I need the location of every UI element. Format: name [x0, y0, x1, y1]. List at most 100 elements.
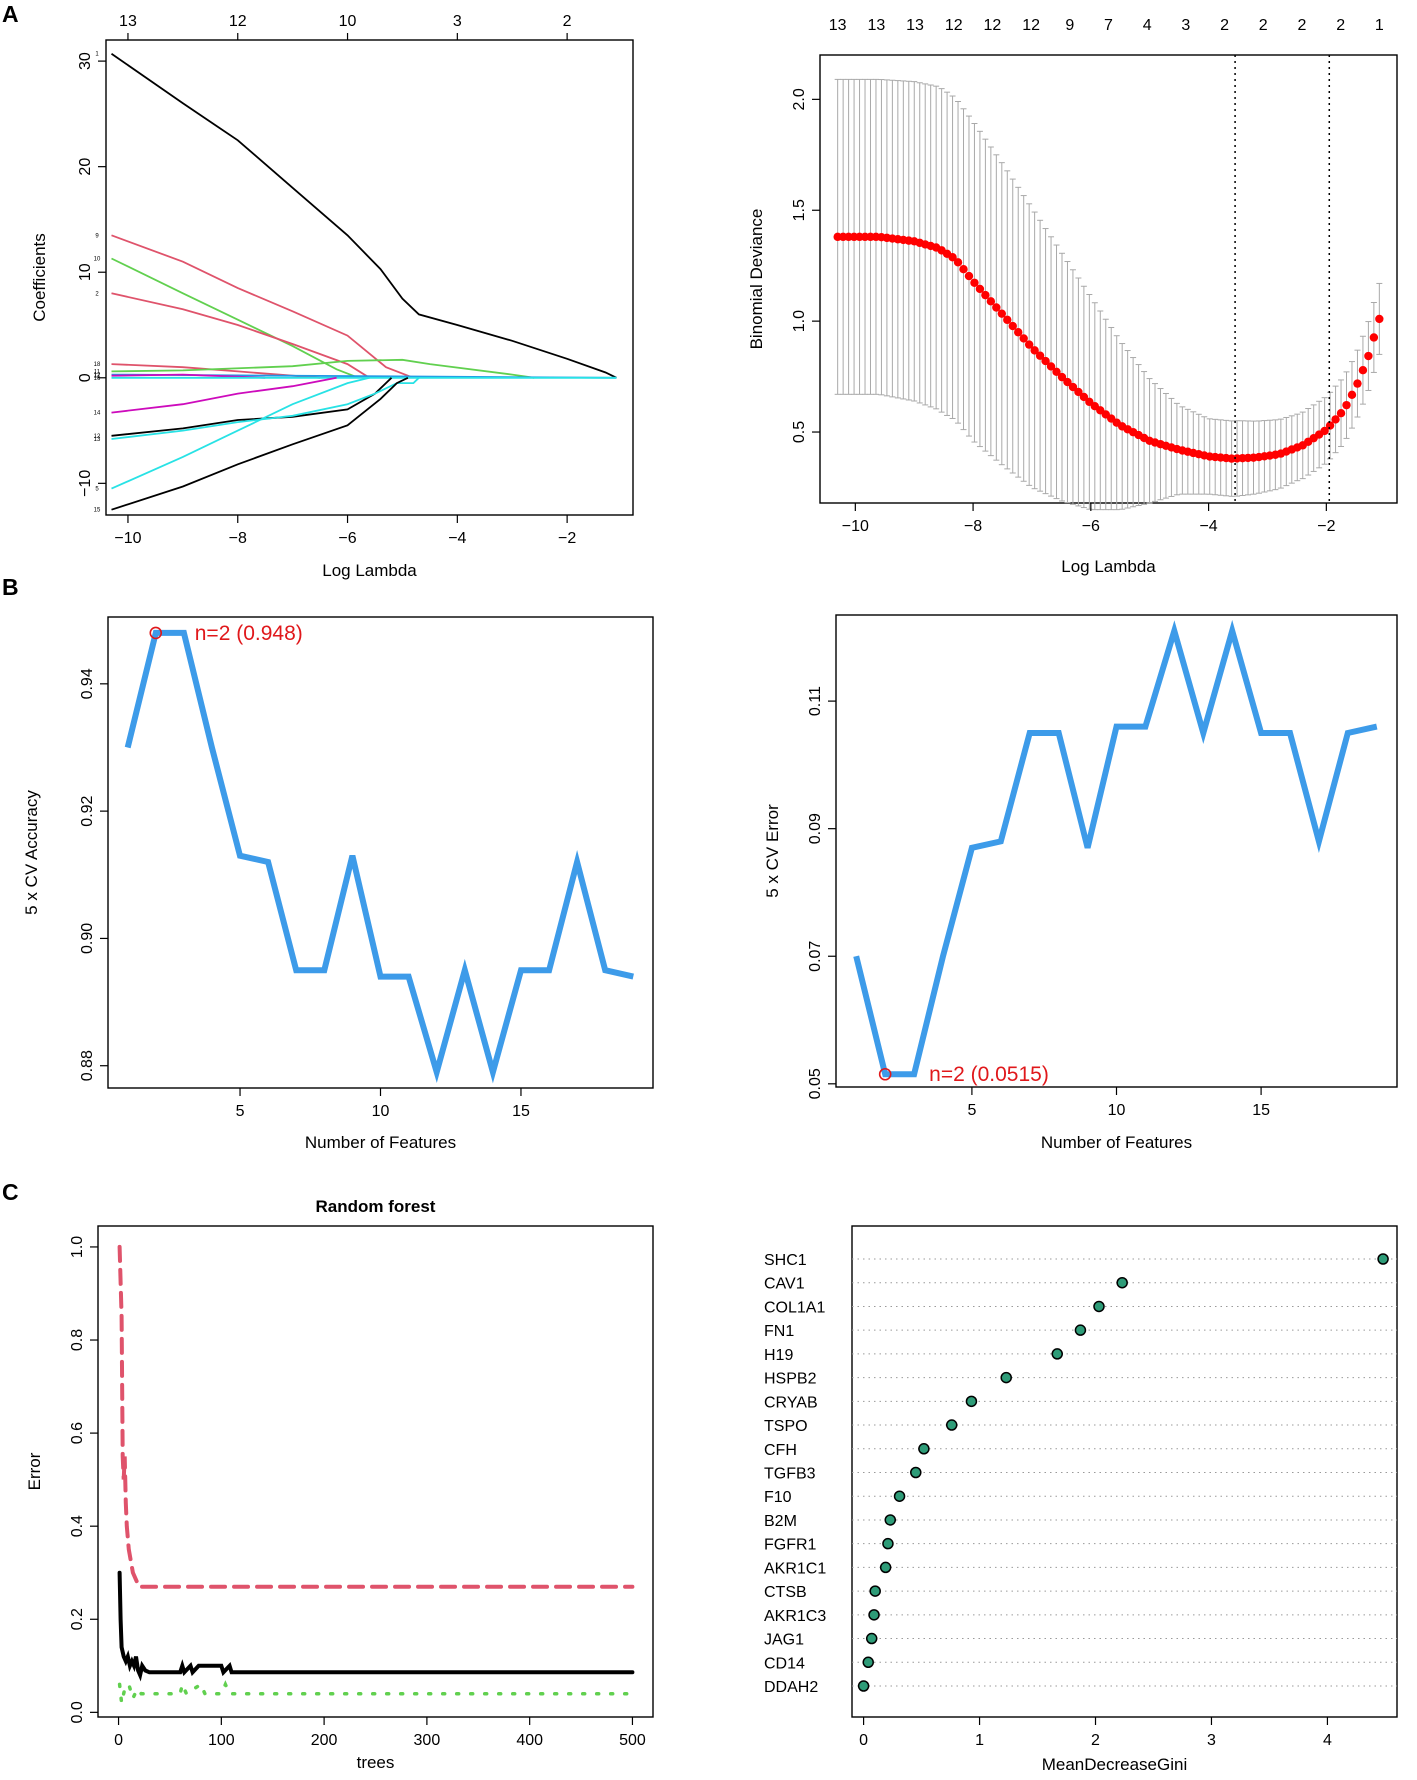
deviance-point	[1063, 377, 1072, 387]
gene-label: AKR1C3	[764, 1608, 826, 1625]
best-point-marker	[878, 1067, 892, 1081]
deviance-point	[1057, 372, 1067, 382]
deviance-point	[1003, 315, 1012, 325]
deviance-point	[1336, 409, 1346, 418]
importance-point	[879, 1561, 892, 1574]
deviance-point	[1353, 379, 1362, 388]
y-tick-label: 1.0	[791, 310, 808, 332]
x-tick-label: 1	[975, 1732, 984, 1749]
x-tick-label: 15	[512, 1103, 530, 1120]
y-tick-label: 0.5	[791, 421, 808, 443]
deviance-point	[975, 284, 985, 294]
deviance-point	[1358, 365, 1368, 375]
plot-frame	[107, 616, 654, 1089]
top-tick-label: 12	[945, 17, 963, 34]
x-axis-label: MeanDecreaseGini	[1042, 1755, 1188, 1774]
deviance-point	[992, 303, 1001, 312]
gene-label: DDAH2	[764, 1679, 818, 1696]
importance-point	[884, 1514, 897, 1526]
deviance-point	[1035, 351, 1045, 360]
top-tick-label: 3	[453, 13, 462, 30]
coefficient-path	[111, 234, 414, 379]
x-axis-label: Log Lambda	[322, 561, 417, 580]
y-tick-label: 20	[77, 158, 94, 176]
x-tick-label: −4	[448, 530, 466, 547]
gene-label: SHC1	[764, 1252, 807, 1269]
deviance-point	[953, 258, 963, 267]
top-tick-label: 2	[563, 13, 572, 30]
y-tick-label: 1.5	[791, 199, 808, 221]
top-tick-label: 2	[1259, 17, 1268, 34]
importance-point	[1074, 1324, 1087, 1336]
x-tick-label: 500	[619, 1732, 646, 1749]
path-label: 12	[94, 434, 101, 440]
importance-point	[882, 1537, 894, 1550]
error-series-OOB	[117, 1570, 635, 1682]
coefficient-path	[111, 358, 535, 379]
importance-point	[910, 1466, 922, 1479]
top-tick-label: 2	[1336, 17, 1345, 34]
top-tick-label: 13	[867, 17, 885, 34]
gene-label: AKR1C1	[764, 1560, 826, 1577]
rfe-line	[124, 629, 634, 1084]
error-series-class_1	[117, 1244, 635, 1589]
deviance-point	[1030, 346, 1039, 355]
y-tick-label: 0.90	[79, 923, 96, 954]
panel-label-c: C	[2, 1179, 19, 1205]
deviance-point	[970, 278, 979, 287]
gene-label: B2M	[764, 1513, 797, 1530]
coefficient-path	[111, 292, 370, 379]
importance-point	[862, 1656, 874, 1669]
y-tick-label: 1.0	[69, 1236, 86, 1258]
deviance-point	[986, 297, 996, 306]
path-label: 16	[94, 376, 101, 382]
importance-point	[965, 1395, 978, 1408]
gene-label: TGFB3	[764, 1466, 816, 1483]
gene-label: COL1A1	[764, 1299, 825, 1316]
deviance-point	[1041, 356, 1050, 366]
top-tick-label: 4	[1143, 17, 1152, 34]
x-tick-label: 15	[1252, 1102, 1270, 1119]
x-tick-label: 10	[1108, 1102, 1126, 1119]
importance-point	[1051, 1348, 1063, 1360]
x-tick-label: 0	[859, 1732, 868, 1749]
top-tick-label: 13	[906, 17, 924, 34]
y-tick-label: 0.11	[807, 686, 824, 716]
deviance-point	[948, 253, 957, 262]
deviance-point	[1375, 314, 1384, 324]
top-tick-label: 12	[229, 13, 247, 30]
y-tick-label: 0.09	[807, 813, 824, 844]
x-tick-label: −10	[842, 518, 869, 535]
path-label: 11	[94, 369, 101, 375]
top-tick-label: 13	[119, 13, 137, 30]
y-tick-label: 0.88	[79, 1050, 96, 1081]
path-label: 1	[95, 52, 99, 58]
error-series-class_0	[117, 1678, 635, 1704]
x-tick-label: −6	[338, 530, 356, 547]
x-axis-label: trees	[357, 1753, 395, 1772]
top-tick-label: 1	[1375, 17, 1384, 34]
deviance-point	[964, 271, 974, 281]
deviance-point	[1046, 362, 1056, 371]
y-tick-label: 0.94	[79, 668, 96, 699]
deviance-point	[1074, 387, 1083, 397]
gene-label: CTSB	[764, 1584, 807, 1601]
x-tick-label: 5	[236, 1103, 245, 1120]
best-point-marker	[149, 626, 163, 640]
deviance-point	[1008, 321, 1017, 331]
deviance-point	[997, 309, 1007, 318]
path-label: 13	[94, 437, 101, 443]
rfe-accuracy-chart: n=2 (0.948) 5 10 15 Number of Features 0.88 0.…	[22, 616, 654, 1152]
gene-label: F10	[764, 1489, 792, 1506]
x-tick-label: 0	[114, 1732, 123, 1749]
path-label: 14	[94, 411, 101, 417]
x-axis-label: Log Lambda	[1061, 557, 1156, 576]
y-tick-label: 0.05	[807, 1068, 824, 1099]
importance-point	[893, 1490, 906, 1502]
importance-point	[868, 1609, 880, 1621]
top-tick-label: 9	[1065, 17, 1074, 34]
plot-frame	[851, 1225, 1398, 1718]
importance-point	[865, 1632, 878, 1645]
importance-point	[918, 1443, 930, 1455]
